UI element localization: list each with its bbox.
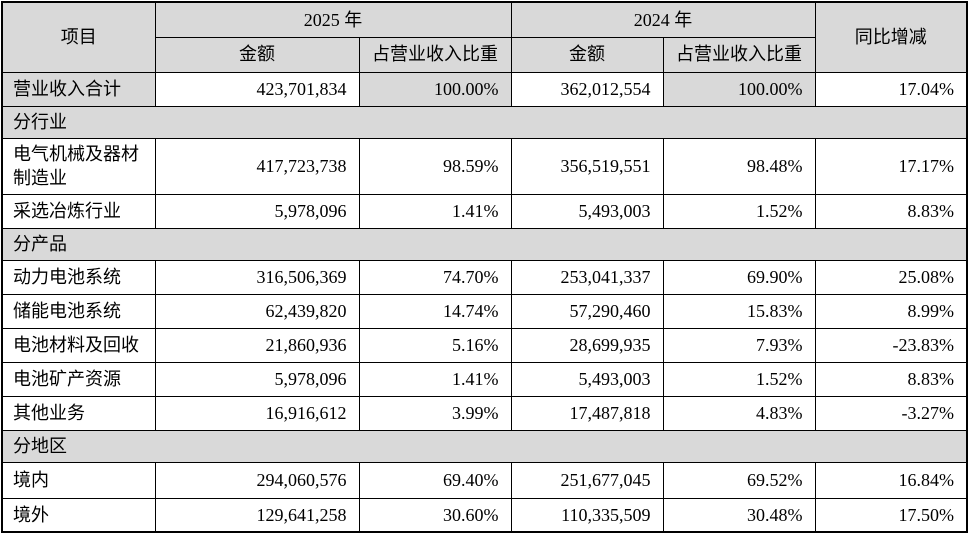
amount-2025: 129,641,258: [154, 497, 360, 533]
yoy-change: -3.27%: [814, 395, 968, 431]
proportion-2025: 69.40%: [358, 461, 512, 499]
proportion-2025: 74.70%: [358, 259, 512, 295]
row-label: 境外: [1, 497, 156, 533]
header-yoy: 同比增减: [814, 1, 968, 73]
proportion-2025: 30.60%: [358, 497, 512, 533]
yoy-change: 17.17%: [814, 137, 968, 195]
row-label: 电池材料及回收: [1, 327, 156, 363]
header-amount-2025: 金额: [154, 36, 360, 73]
proportion-2024: 69.90%: [662, 259, 816, 295]
header-proportion-2025: 占营业收入比重: [358, 36, 512, 73]
header-amount-2024: 金额: [510, 36, 664, 73]
proportion-2025: 3.99%: [358, 395, 512, 431]
amount-2025: 5,978,096: [154, 193, 360, 229]
amount-2024: 5,493,003: [510, 361, 664, 397]
amount-2024: 17,487,818: [510, 395, 664, 431]
proportion-2025: 1.41%: [358, 193, 512, 229]
amount-2024: 28,699,935: [510, 327, 664, 363]
amount-2025: 423,701,834: [154, 71, 360, 107]
proportion-2024: 100.00%: [662, 71, 816, 107]
yoy-change: 8.83%: [814, 193, 968, 229]
amount-2025: 62,439,820: [154, 293, 360, 329]
table-row-electrical-machinery: 电气机械及器材制造业 417,723,738 98.59% 356,519,55…: [1, 137, 968, 195]
proportion-2024: 4.83%: [662, 395, 816, 431]
row-label: 营业收入合计: [1, 71, 156, 107]
amount-2025: 417,723,738: [154, 137, 360, 195]
proportion-2024: 30.48%: [662, 497, 816, 533]
amount-2025: 316,506,369: [154, 259, 360, 295]
amount-2024: 253,041,337: [510, 259, 664, 295]
proportion-2025: 100.00%: [358, 71, 512, 107]
row-label: 动力电池系统: [1, 259, 156, 295]
header-proportion-2024: 占营业收入比重: [662, 36, 816, 73]
yoy-change: 17.50%: [814, 497, 968, 533]
amount-2024: 5,493,003: [510, 193, 664, 229]
amount-2024: 251,677,045: [510, 461, 664, 499]
amount-2025: 21,860,936: [154, 327, 360, 363]
yoy-change: 8.99%: [814, 293, 968, 329]
proportion-2025: 5.16%: [358, 327, 512, 363]
proportion-2024: 69.52%: [662, 461, 816, 499]
table-row-overseas: 境外 129,641,258 30.60% 110,335,509 30.48%…: [1, 497, 968, 533]
table-row-energy-storage-battery: 储能电池系统 62,439,820 14.74% 57,290,460 15.8…: [1, 293, 968, 329]
header-row-metrics: 金额 占营业收入比重 金额 占营业收入比重: [2, 36, 967, 73]
yoy-change: 16.84%: [814, 461, 968, 499]
proportion-2024: 7.93%: [662, 327, 816, 363]
header-row-years: 项目 2025 年 2024 年 同比增减: [1, 1, 968, 73]
yoy-change: 8.83%: [814, 361, 968, 397]
table-row-total-revenue: 营业收入合计 423,701,834 100.00% 362,012,554 1…: [1, 71, 968, 107]
row-label: 其他业务: [1, 395, 156, 431]
yoy-change: 17.04%: [814, 71, 968, 107]
proportion-2024: 1.52%: [662, 361, 816, 397]
amount-2025: 294,060,576: [154, 461, 360, 499]
amount-2024: 356,519,551: [510, 137, 664, 195]
row-label: 电池矿产资源: [1, 361, 156, 397]
amount-2025: 5,978,096: [154, 361, 360, 397]
table-row-other-business: 其他业务 16,916,612 3.99% 17,487,818 4.83% -…: [1, 395, 968, 431]
yoy-change: -23.83%: [814, 327, 968, 363]
row-label: 境内: [1, 461, 156, 499]
table-row-mining-smelting: 采选冶炼行业 5,978,096 1.41% 5,493,003 1.52% 8…: [1, 193, 968, 229]
proportion-2024: 98.48%: [662, 137, 816, 195]
amount-2024: 57,290,460: [510, 293, 664, 329]
proportion-2024: 1.52%: [662, 193, 816, 229]
table-row-power-battery: 动力电池系统 316,506,369 74.70% 253,041,337 69…: [1, 259, 968, 295]
header-year-2025: 2025 年: [154, 1, 512, 38]
section-label: 分地区: [1, 429, 968, 463]
table-row-domestic: 境内 294,060,576 69.40% 251,677,045 69.52%…: [1, 461, 968, 499]
amount-2024: 110,335,509: [510, 497, 664, 533]
section-row-by-region: 分地区: [1, 429, 968, 463]
proportion-2025: 14.74%: [358, 293, 512, 329]
section-label: 分产品: [1, 227, 968, 261]
table-row-battery-minerals: 电池矿产资源 5,978,096 1.41% 5,493,003 1.52% 8…: [1, 361, 968, 397]
section-row-by-product: 分产品: [1, 227, 968, 261]
proportion-2025: 98.59%: [358, 137, 512, 195]
header-item: 项目: [1, 1, 156, 73]
proportion-2025: 1.41%: [358, 361, 512, 397]
section-label: 分行业: [1, 105, 968, 139]
amount-2025: 16,916,612: [154, 395, 360, 431]
amount-2024: 362,012,554: [510, 71, 664, 107]
row-label: 采选冶炼行业: [1, 193, 156, 229]
row-label: 储能电池系统: [1, 293, 156, 329]
row-label: 电气机械及器材制造业: [1, 137, 156, 195]
yoy-change: 25.08%: [814, 259, 968, 295]
section-row-by-industry: 分行业: [1, 105, 968, 139]
proportion-2024: 15.83%: [662, 293, 816, 329]
header-year-2024: 2024 年: [510, 1, 816, 38]
table-row-battery-materials-recycling: 电池材料及回收 21,860,936 5.16% 28,699,935 7.93…: [1, 327, 968, 363]
